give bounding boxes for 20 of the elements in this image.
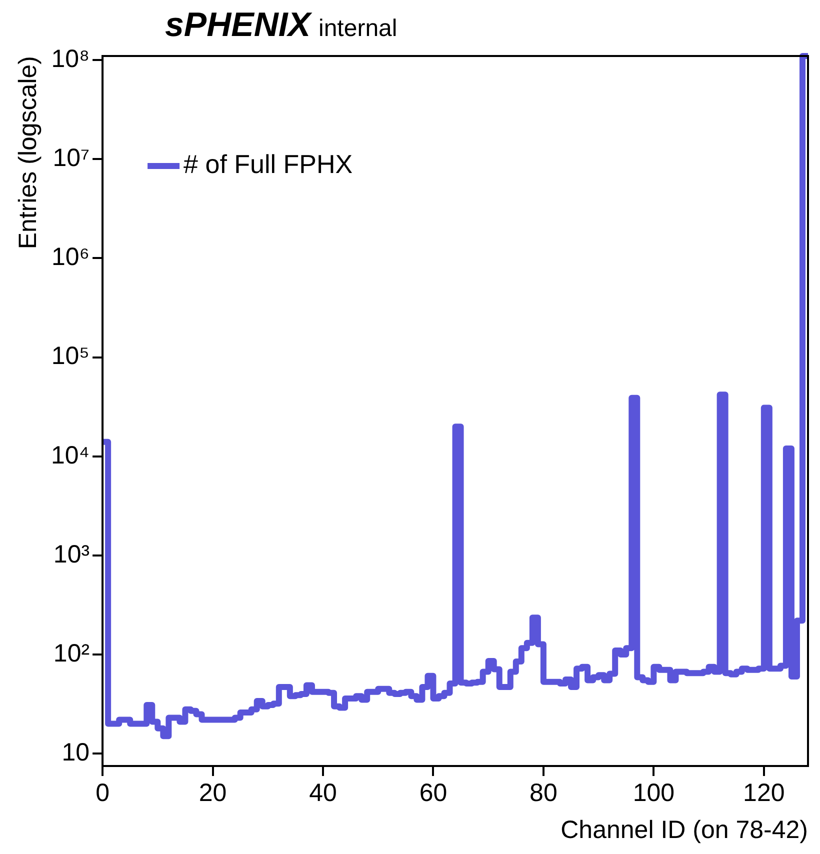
legend-label: # of Full FPHX (184, 149, 353, 180)
x-tick-label: 20 (198, 778, 227, 807)
y-tick-label: 10³ (53, 540, 90, 568)
chart-title: sPHENIX (165, 6, 310, 44)
y-axis-title: Entries (logscale) (14, 56, 42, 250)
chart-subtitle: internal (318, 15, 398, 42)
x-tick-label: 100 (632, 778, 675, 807)
x-tick-label: 80 (530, 778, 558, 807)
y-tick-label: 10⁸ (51, 44, 90, 73)
y-tick-label: 10⁴ (50, 441, 90, 470)
x-tick-label: 60 (419, 778, 448, 807)
y-tick-label: 10⁵ (51, 342, 90, 370)
y-tick-label: 10⁶ (51, 243, 90, 272)
y-tick-label: 10² (53, 639, 90, 668)
y-tick-label: 10 (62, 738, 90, 767)
x-axis-title: Channel ID (on 78-42) (560, 816, 808, 844)
y-tick-label: 10⁷ (52, 144, 90, 172)
x-tick-label: 40 (309, 778, 337, 807)
x-tick-label: 0 (96, 778, 110, 807)
x-tick-label: 120 (743, 778, 785, 807)
